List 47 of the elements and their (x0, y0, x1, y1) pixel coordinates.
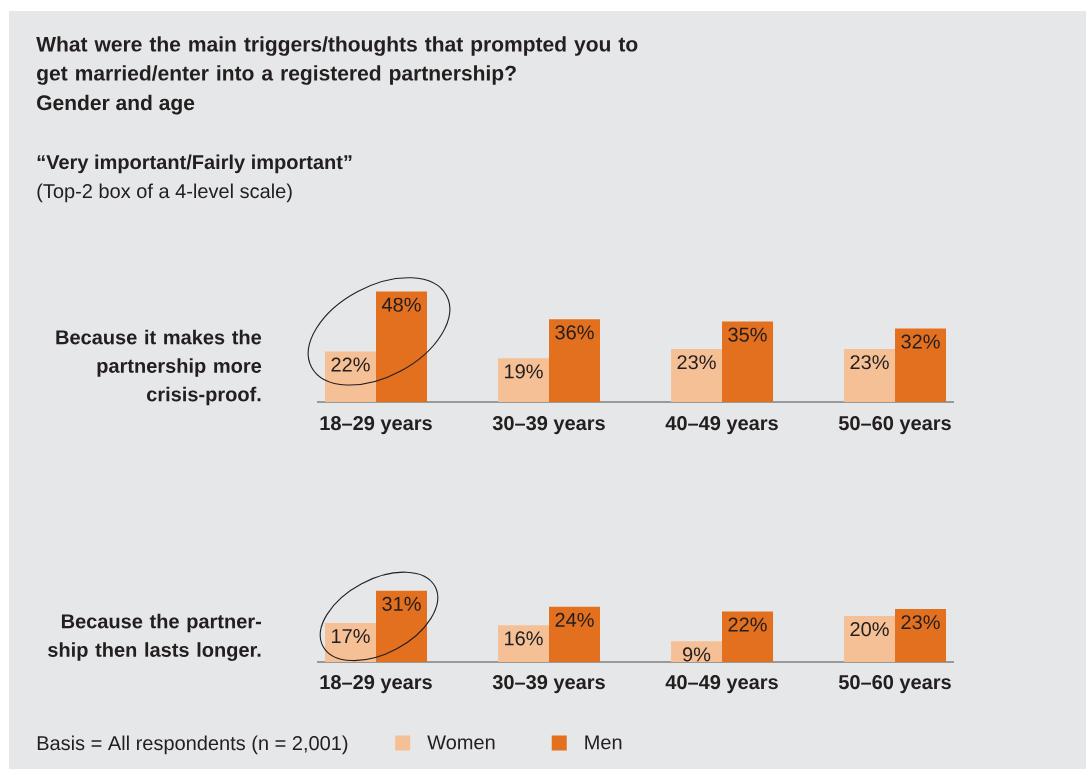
data-label: 9% (683, 647, 711, 662)
data-label: 22% (728, 617, 767, 632)
data-label: 23% (850, 355, 889, 370)
y-axis-title: Because it makes the partnership more crisis-proof. (56, 329, 262, 406)
bar (549, 319, 601, 403)
data-label: 36% (555, 325, 594, 340)
data-label: 16% (505, 631, 543, 646)
bar (722, 321, 774, 403)
data-label: 23% (677, 355, 716, 370)
text: (Top-2 box of a 4-level scale) (37, 183, 292, 203)
data-label: 24% (555, 612, 594, 627)
bar (549, 606, 601, 663)
bar (498, 358, 550, 403)
data-label: 19% (505, 364, 543, 379)
data-label: 31% (382, 596, 421, 611)
x-tick-label: 50–60 years (838, 416, 951, 435)
text: Gender and age (37, 94, 195, 115)
data-label: 23% (901, 615, 940, 630)
x-tick-label: 40–49 years (665, 675, 778, 694)
bar (376, 590, 427, 663)
x-tick-label: 40–49 years (665, 416, 778, 435)
text: “Very important/Fairly important” (37, 154, 352, 174)
data-label: 22% (331, 357, 370, 372)
x-tick-label: 30–39 years (492, 416, 605, 435)
bar (671, 349, 723, 403)
data-label: 48% (381, 297, 421, 312)
bar (895, 609, 947, 663)
data-label: 17% (332, 629, 370, 644)
x-tick-label: 50–60 years (838, 675, 951, 694)
data-label: 20% (850, 622, 889, 637)
y-axis-title: Because the partner-ship then lasts longer. (48, 613, 261, 661)
legend-label: Men (585, 735, 622, 750)
text: Basis = All respondents (n = 2,001) (37, 735, 348, 755)
x-tick-label: 30–39 years (492, 675, 605, 694)
x-tick-label: 18–29 years (320, 675, 432, 694)
bar (325, 351, 376, 403)
data-label: 32% (901, 334, 940, 349)
chart-title: What were the main triggers/thoughts that prompted you to get married/enter into a registered partnership? (36, 36, 638, 85)
legend-label: Women (427, 735, 495, 750)
x-tick-label: 18–29 years (320, 416, 432, 435)
bar (722, 611, 774, 663)
bar (376, 291, 427, 403)
bar (844, 616, 896, 663)
bar (895, 328, 947, 403)
data-label: 35% (728, 327, 767, 342)
bar (498, 625, 550, 663)
bar (844, 349, 896, 403)
